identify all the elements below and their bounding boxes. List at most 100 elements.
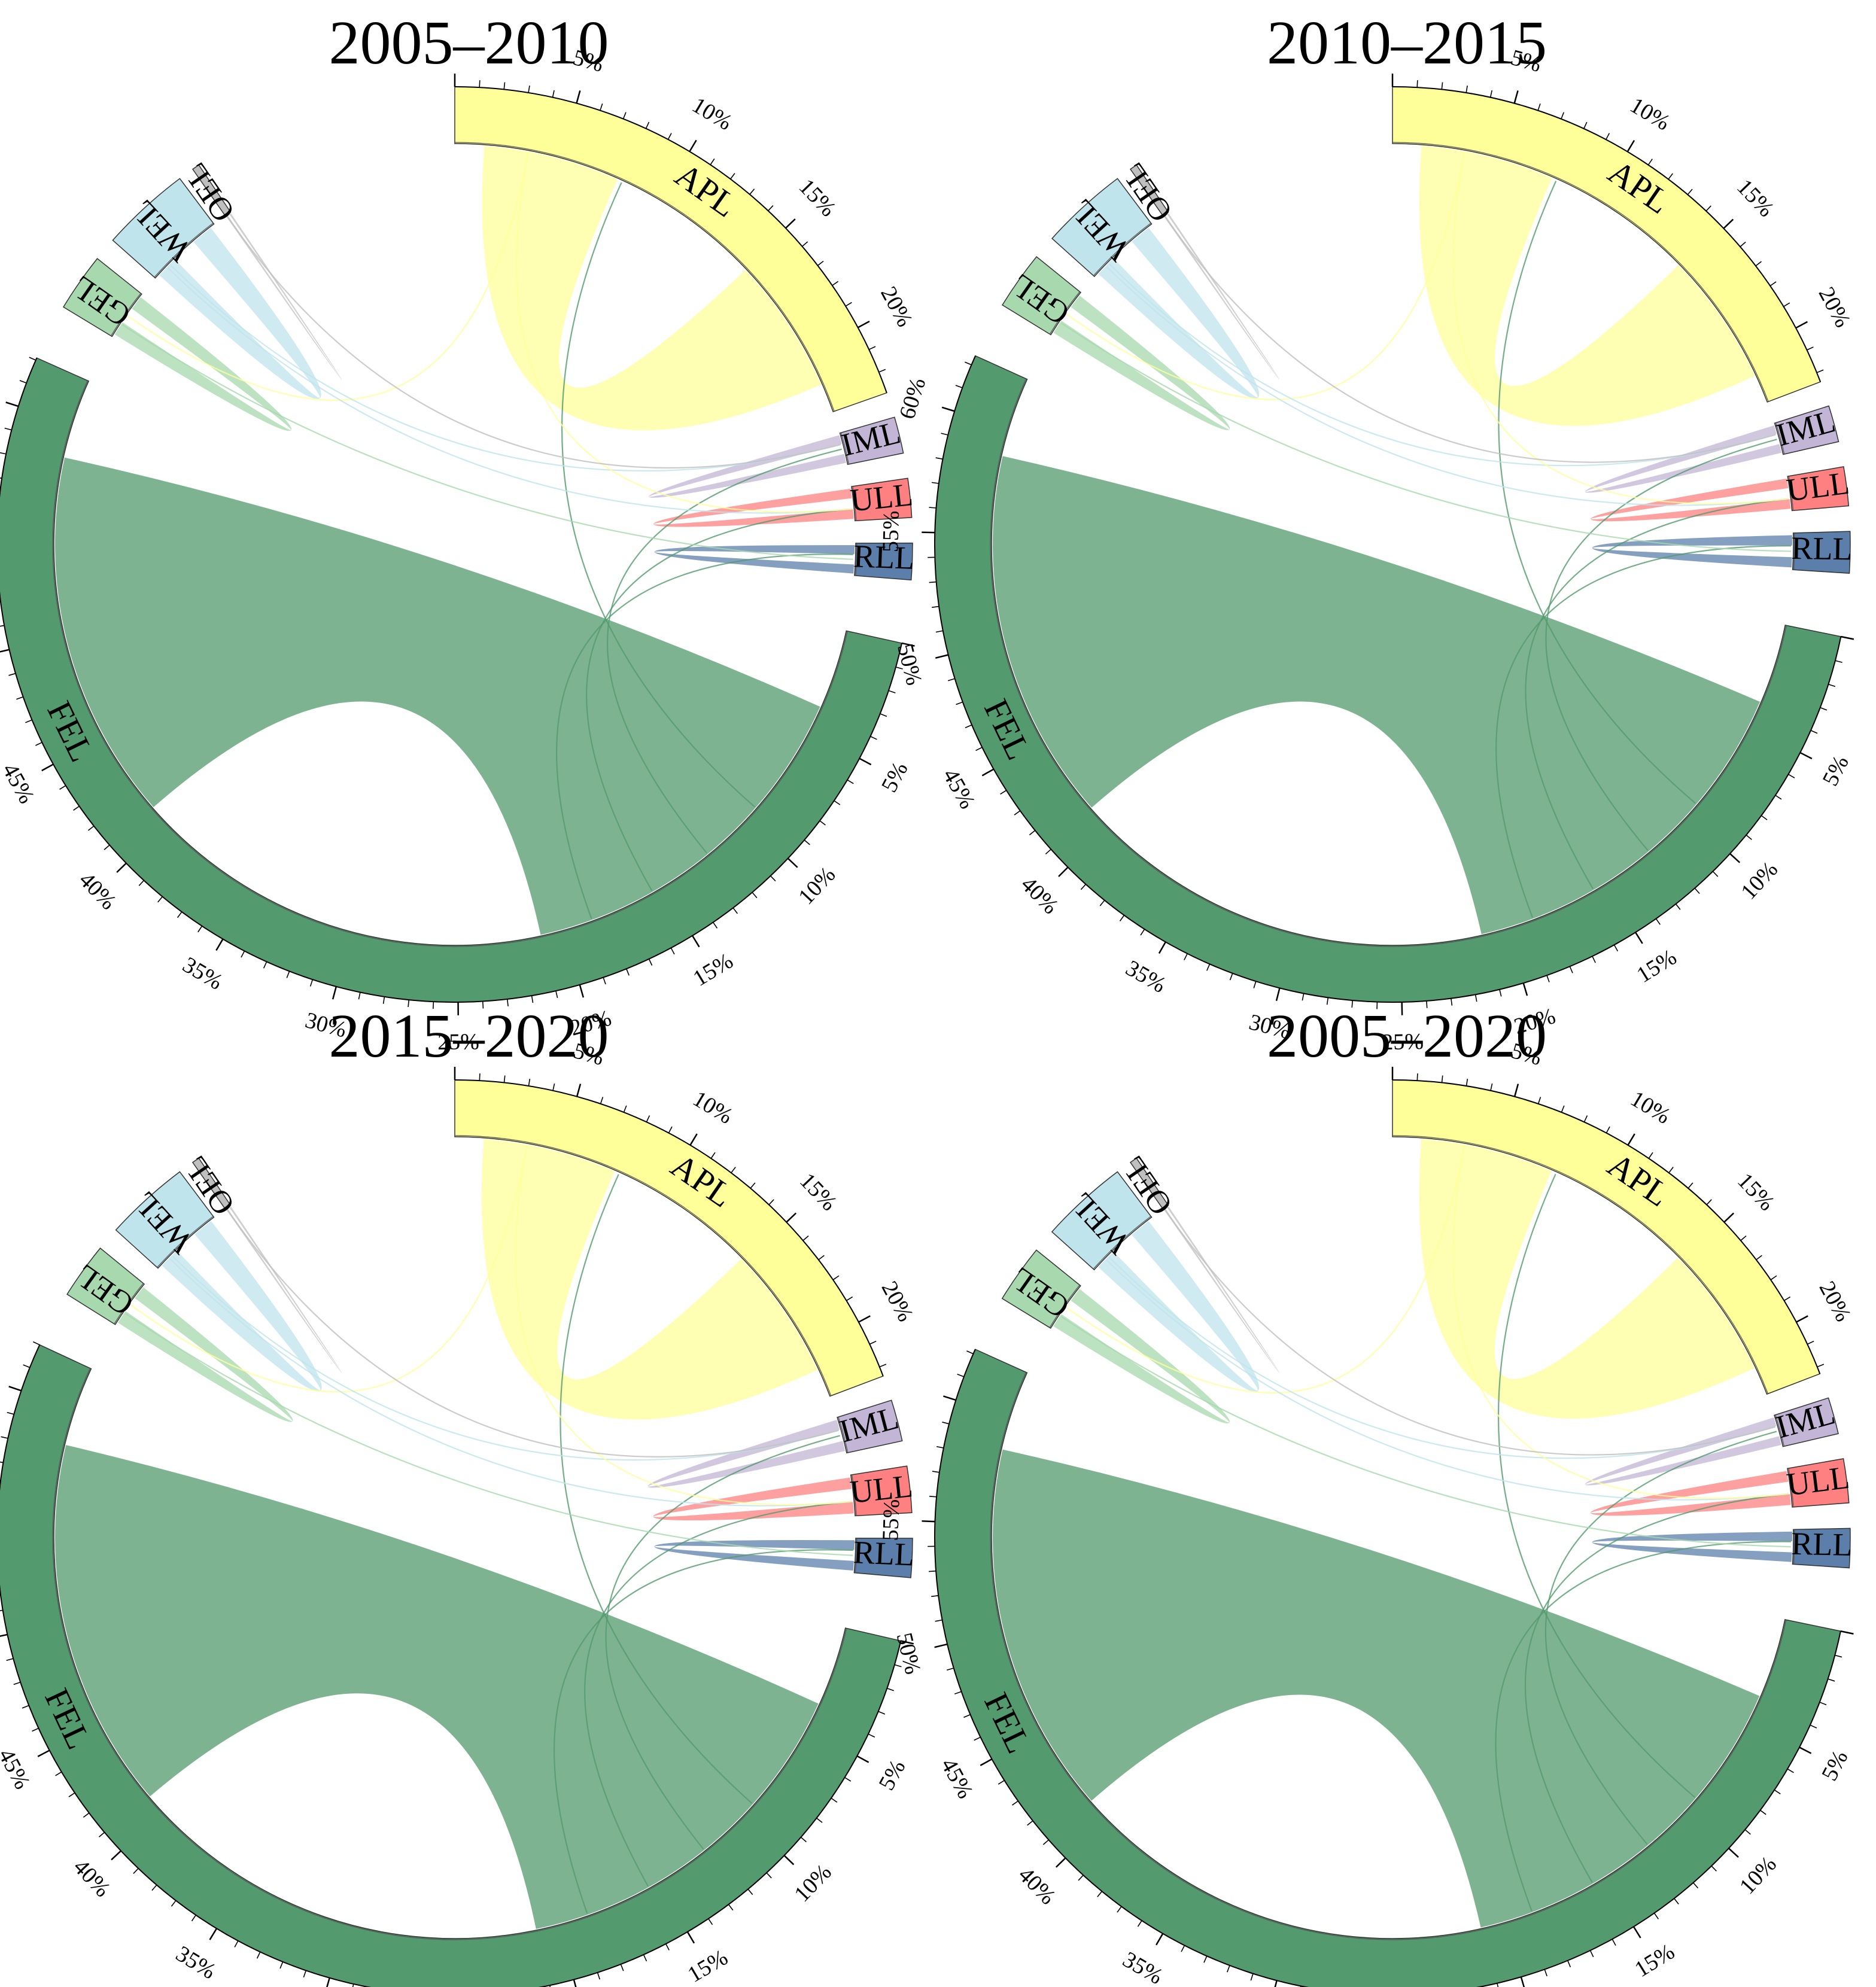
tick-mark xyxy=(770,875,776,882)
sector-inner-edge-ull xyxy=(1788,476,1794,511)
tick-label: 10% xyxy=(789,1860,837,1907)
tick-mark xyxy=(73,805,80,811)
tick-mark xyxy=(6,1658,14,1662)
tick-mark xyxy=(0,649,10,653)
tick-mark xyxy=(1499,989,1502,997)
tick-mark xyxy=(332,986,338,1000)
sector-inner-edge-rll xyxy=(855,1538,858,1573)
tick-mark xyxy=(479,80,481,88)
chord-panel-1: 2005–2010 APL IML ULL RLL FEL GEL WEL OEL 5% 10% 1… xyxy=(0,0,938,1055)
tick-mark xyxy=(1840,1630,1854,1635)
self-flow-iml xyxy=(1585,1417,1781,1486)
tick-label: 15% xyxy=(794,174,841,221)
transition-link-fel-iml xyxy=(1544,1431,1777,1845)
tick-mark xyxy=(1569,966,1573,973)
tick-mark xyxy=(1655,918,1661,925)
tick-label: 10% xyxy=(1626,1086,1674,1129)
tick-label: 35% xyxy=(1121,956,1170,998)
tick-mark xyxy=(1756,1255,1762,1261)
transition-link-oel-iml xyxy=(227,217,841,469)
sector-label-iml: IML xyxy=(1772,1395,1838,1445)
tick-mark xyxy=(1740,1235,1747,1241)
tick-mark xyxy=(4,427,12,431)
tick-label: 5% xyxy=(1817,751,1853,790)
tick-mark xyxy=(1835,660,1842,663)
tick-mark xyxy=(728,1904,734,1911)
tick-label: 45% xyxy=(936,1754,978,1803)
tick-mark xyxy=(528,1079,531,1087)
sector-inner-edge-rll xyxy=(855,543,858,576)
tick-mark xyxy=(352,1983,354,1987)
tick-label: 15% xyxy=(1732,174,1778,221)
tick-mark xyxy=(25,719,32,723)
tick-mark xyxy=(870,736,877,740)
tick-label: 5% xyxy=(1817,1746,1853,1785)
tick-mark xyxy=(752,891,758,899)
sector-inner-edge-fel xyxy=(990,378,1787,947)
tick-mark xyxy=(23,1364,31,1368)
tick-mark xyxy=(1668,1167,1674,1173)
tick-mark xyxy=(686,1931,695,1944)
sector-label-rll: RLL xyxy=(1791,1526,1853,1563)
tick-mark xyxy=(157,896,163,903)
self-flow-fel xyxy=(54,457,820,935)
tick-axis-fel xyxy=(0,357,902,1003)
tick-mark xyxy=(623,1105,627,1113)
sector-inner-edge-fel xyxy=(52,1368,847,1940)
tick-mark xyxy=(1783,302,1790,308)
ribbons xyxy=(55,1139,855,1930)
tick-mark xyxy=(1635,932,1643,944)
transition-link-wel-ull xyxy=(167,267,852,514)
tick-mark xyxy=(1537,1097,1541,1104)
tick-axis-apl xyxy=(1392,1079,1821,1374)
tick-mark xyxy=(576,1084,582,1097)
tick-label: 15% xyxy=(689,948,737,991)
tick-mark xyxy=(626,968,630,976)
tick-mark xyxy=(0,452,7,455)
sector-inner-edge-ull xyxy=(852,1474,857,1516)
tick-mark xyxy=(573,1979,577,1987)
tick-mark xyxy=(966,1350,974,1355)
sector-inner-edge-wel xyxy=(1093,223,1151,276)
tick-mark xyxy=(279,1961,284,1969)
tick-mark xyxy=(555,990,558,998)
tick-mark xyxy=(935,1619,942,1622)
transition-link-fel-apl xyxy=(560,1174,753,1804)
sector-inner-edge-oel xyxy=(224,1204,230,1209)
tick-mark xyxy=(234,1940,239,1948)
tick-mark xyxy=(732,907,738,914)
tick-mark xyxy=(1326,997,1329,1005)
tick-mark xyxy=(1184,953,1188,960)
tick-label: 15% xyxy=(1732,1168,1779,1215)
tick-mark xyxy=(1675,903,1681,910)
transition-link-fel-rll xyxy=(1495,545,1792,918)
tick-mark xyxy=(1706,1199,1712,1206)
transition-link-wel-iml xyxy=(170,264,841,471)
tick-mark xyxy=(241,951,245,958)
tick-mark xyxy=(931,1595,939,1597)
tick-mark xyxy=(1546,975,1550,982)
tick-axis-fel xyxy=(934,1349,1841,1987)
transition-link-fel-ull xyxy=(584,1501,852,1887)
chord-panel-2: 2010–2015 APL IML ULL RLL FEL GEL WEL OEL 5% 10% 1… xyxy=(878,0,1876,1055)
tick-mark xyxy=(1119,915,1125,921)
tick-mark xyxy=(880,713,887,717)
tick-mark xyxy=(68,1792,75,1797)
tick-mark xyxy=(1711,1866,1717,1872)
tick-mark xyxy=(1828,1678,1835,1682)
tick-label: 15% xyxy=(795,1168,841,1215)
tick-mark xyxy=(955,385,963,388)
tick-label: 40% xyxy=(1013,1862,1060,1909)
tick-mark xyxy=(286,971,290,978)
tick-mark xyxy=(98,1831,105,1837)
ribbons xyxy=(993,145,1792,935)
tick-label: 20% xyxy=(1814,1277,1856,1326)
sector-inner-edge-wel xyxy=(154,223,214,278)
tick-mark xyxy=(116,862,127,873)
tick-mark xyxy=(819,820,826,826)
tick-mark xyxy=(1253,981,1257,988)
tick-mark xyxy=(1653,1913,1659,1919)
tick-mark xyxy=(689,139,697,152)
panel-title: 2005–2020 xyxy=(1267,1002,1547,1070)
tick-mark xyxy=(7,1411,14,1415)
